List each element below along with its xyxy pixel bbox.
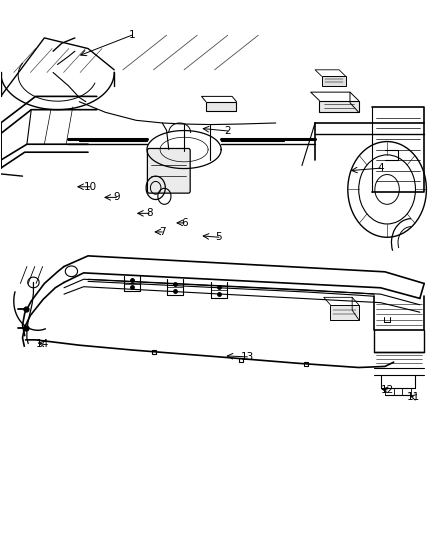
Text: 13: 13	[241, 352, 254, 362]
Text: 2: 2	[224, 126, 231, 136]
Text: 6: 6	[181, 218, 187, 228]
Text: 7: 7	[159, 227, 166, 237]
Text: 14: 14	[35, 338, 49, 349]
Polygon shape	[319, 101, 359, 112]
Text: 8: 8	[146, 208, 152, 219]
Polygon shape	[206, 102, 237, 111]
Text: 4: 4	[377, 163, 384, 173]
Text: 9: 9	[113, 192, 120, 203]
Text: 12: 12	[381, 385, 394, 395]
FancyBboxPatch shape	[148, 149, 190, 193]
Text: 10: 10	[84, 182, 97, 192]
Polygon shape	[330, 305, 359, 320]
Text: 1: 1	[128, 30, 135, 41]
Polygon shape	[321, 76, 346, 86]
Text: 5: 5	[215, 232, 223, 243]
Text: 11: 11	[406, 392, 420, 402]
